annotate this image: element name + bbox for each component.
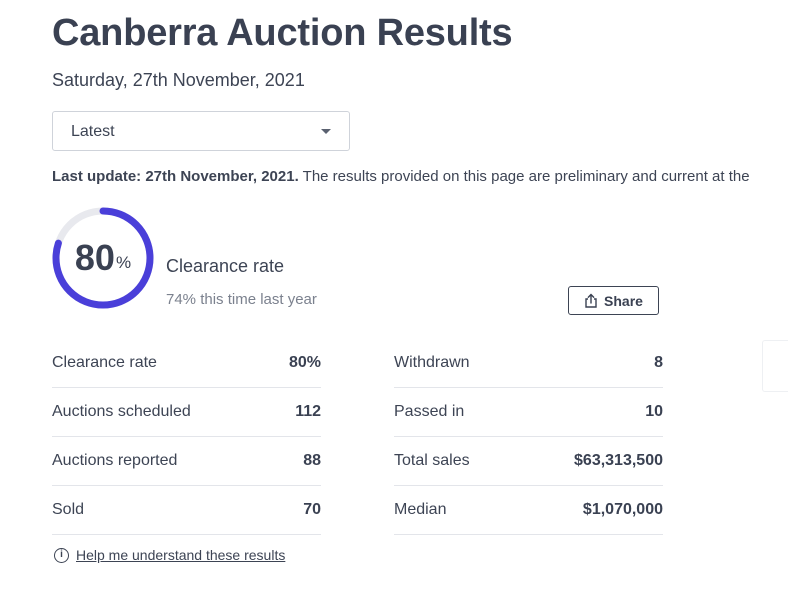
offscreen-panel-edge <box>762 340 788 392</box>
share-button-label: Share <box>604 292 643 309</box>
stat-value: $1,070,000 <box>582 501 663 518</box>
stat-label: Withdrawn <box>394 354 470 371</box>
clearance-rate-ring <box>52 207 154 309</box>
stats-table-right: Withdrawn 8 Passed in 10 Total sales $63… <box>394 339 663 535</box>
stat-row-median: Median $1,070,000 <box>394 486 663 535</box>
stat-label: Clearance rate <box>52 354 157 371</box>
stat-value: 88 <box>303 452 321 469</box>
clearance-rate-label: Clearance rate <box>166 256 285 276</box>
update-notice-date: Last update: 27th November, 2021. <box>52 168 299 185</box>
results-date: Saturday, 27th November, 2021 <box>52 70 305 90</box>
clearance-rate-percent-symbol: % <box>115 253 132 272</box>
update-notice: Last update: 27th November, 2021. The re… <box>52 168 788 185</box>
help-link-container: i Help me understand these results <box>54 547 285 563</box>
stat-value: 10 <box>645 403 663 420</box>
chevron-down-icon <box>321 129 331 134</box>
stat-label: Auctions scheduled <box>52 403 191 420</box>
stat-value: 80% <box>288 354 321 371</box>
stat-label: Passed in <box>394 403 465 420</box>
clearance-rate-comparison: 74% this time last year <box>166 291 317 308</box>
stat-row-auctions-scheduled: Auctions scheduled 112 <box>52 388 321 437</box>
share-icon <box>585 293 597 308</box>
stats-table-left: Clearance rate 80% Auctions scheduled 11… <box>52 339 321 535</box>
ring-progress <box>52 207 154 309</box>
stat-row-passed-in: Passed in 10 <box>394 388 663 437</box>
stat-row-withdrawn: Withdrawn 8 <box>394 339 663 388</box>
stat-row-total-sales: Total sales $63,313,500 <box>394 437 663 486</box>
results-period-dropdown[interactable]: Latest <box>52 111 350 151</box>
stat-value: $63,313,500 <box>574 452 663 469</box>
update-notice-text: The results provided on this page are pr… <box>302 168 750 185</box>
page-title: Canberra Auction Results <box>52 12 513 54</box>
stat-row-auctions-reported: Auctions reported 88 <box>52 437 321 486</box>
help-understand-results-link[interactable]: Help me understand these results <box>76 547 286 563</box>
stat-label: Auctions reported <box>52 452 178 469</box>
clearance-rate-number: 80 <box>74 237 115 278</box>
stat-label: Sold <box>52 501 85 518</box>
dropdown-selected-value: Latest <box>71 123 115 140</box>
clearance-rate-value: 80% <box>51 206 155 310</box>
info-icon: i <box>54 547 69 563</box>
stat-label: Total sales <box>394 452 470 469</box>
stat-value: 112 <box>295 403 321 420</box>
share-button[interactable]: Share <box>568 286 659 315</box>
stat-value: 8 <box>654 354 663 371</box>
stat-label: Median <box>394 501 447 518</box>
stat-row-clearance-rate: Clearance rate 80% <box>52 339 321 388</box>
stat-row-sold: Sold 70 <box>52 486 321 535</box>
stat-value: 70 <box>303 501 321 518</box>
